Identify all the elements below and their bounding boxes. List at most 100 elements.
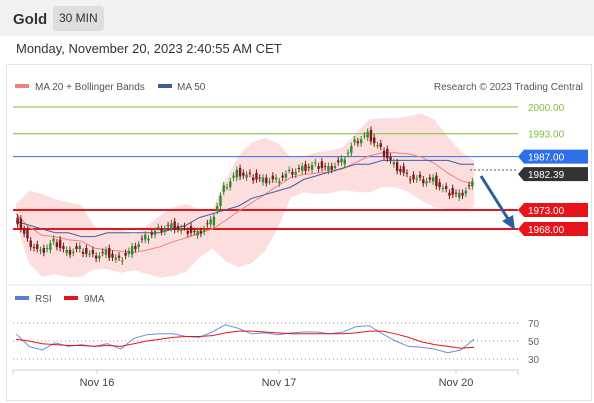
- candle-body: [323, 166, 327, 168]
- candle-body: [444, 186, 448, 189]
- candle-body: [140, 238, 144, 240]
- x-axis-labels: Nov 16 Nov 17 Nov 20: [80, 370, 474, 389]
- candle-body: [271, 175, 275, 180]
- candle-body: [170, 223, 173, 229]
- candle-body: [454, 192, 458, 194]
- candle-body: [117, 255, 121, 258]
- candle-body: [32, 247, 36, 249]
- candle-body: [438, 182, 441, 188]
- level-label-0: 2000.00: [528, 103, 565, 114]
- rsi-line: [15, 324, 475, 354]
- candle-body: [251, 177, 255, 181]
- candle-body: [402, 166, 405, 173]
- candle-body: [144, 234, 147, 240]
- candle-body: [199, 230, 203, 234]
- timeframe-badge[interactable]: 30 MIN: [53, 6, 104, 31]
- candle-body: [196, 230, 199, 236]
- candle-body: [366, 131, 369, 138]
- level-badge-3: [518, 167, 588, 182]
- candle-body: [461, 192, 464, 196]
- candle-body: [284, 173, 288, 178]
- candle-body: [435, 175, 438, 187]
- candle-body: [121, 260, 124, 262]
- candle-body: [212, 216, 216, 226]
- candle-body: [395, 162, 399, 171]
- candle-body: [258, 177, 261, 179]
- candle-body: [317, 166, 320, 169]
- price-labels: 2000.00 1993.00 1987.00 1982.39 1973.00 1968.…: [518, 103, 588, 236]
- candle-body: [467, 185, 471, 187]
- rsi-legend-swatch: [15, 296, 29, 300]
- candle-body: [157, 227, 160, 229]
- x-label-2: Nov 20: [439, 377, 474, 389]
- candle-body: [19, 218, 23, 229]
- rsi-legend-label: RSI: [35, 294, 52, 305]
- candle-body: [65, 249, 68, 253]
- candle-body: [431, 177, 435, 182]
- candle-body: [209, 219, 212, 225]
- candle-body: [392, 162, 396, 165]
- candle-body: [150, 232, 153, 235]
- candle-body: [81, 251, 85, 254]
- candle-body: [124, 252, 127, 256]
- candle-body: [176, 226, 180, 229]
- rsi-grid: 70 50 30: [13, 319, 540, 366]
- x-label-0: Nov 16: [80, 377, 115, 389]
- candle-body: [130, 246, 134, 255]
- candle-body: [314, 162, 317, 164]
- x-label-1: Nov 17: [262, 377, 297, 389]
- candle-body: [222, 185, 225, 192]
- rsi-ma-line: [15, 330, 475, 349]
- candle-body: [180, 228, 183, 231]
- candle-body: [62, 246, 65, 250]
- candle-body: [137, 244, 140, 248]
- candle-body: [160, 229, 163, 232]
- instrument-title: Gold: [13, 11, 48, 28]
- candle-body: [225, 187, 229, 189]
- candle-body: [281, 175, 284, 178]
- candle-body: [346, 152, 350, 154]
- candle-body: [350, 146, 353, 153]
- candle-body: [307, 167, 310, 169]
- candle-body: [215, 206, 219, 211]
- candle-body: [409, 179, 412, 181]
- candle-body: [91, 249, 95, 254]
- candle-body: [16, 217, 19, 225]
- candle-body: [219, 195, 222, 207]
- level-label-1: 1993.00: [528, 130, 565, 141]
- rsi-level-label-30: 30: [528, 355, 540, 366]
- candle-body: [68, 249, 72, 255]
- candle-body: [94, 255, 98, 259]
- candle-body: [242, 172, 245, 176]
- candle-body: [186, 230, 189, 234]
- candle-body: [418, 174, 422, 178]
- candle-body: [202, 229, 206, 232]
- candle-body: [464, 190, 468, 194]
- candle-body: [193, 230, 196, 232]
- candle-body: [52, 238, 55, 242]
- candle-body: [26, 229, 29, 239]
- candle-body: [451, 188, 454, 195]
- candle-body: [330, 166, 333, 170]
- candle-body: [42, 248, 46, 253]
- candle-body: [261, 177, 265, 183]
- candle-body: [320, 161, 324, 168]
- candle-body: [458, 192, 461, 198]
- level-badge-4: [518, 202, 588, 217]
- ma20-line: [15, 152, 475, 254]
- candle-body: [189, 226, 193, 233]
- candle-body: [147, 238, 150, 241]
- candle-body: [274, 177, 278, 180]
- candle-body: [340, 158, 343, 163]
- candle-body: [382, 150, 386, 157]
- candle-body: [353, 139, 356, 143]
- forecast-arrow: [479, 175, 515, 230]
- candle-body: [108, 248, 111, 258]
- candle-body: [278, 181, 281, 184]
- candle-body: [101, 251, 104, 253]
- candle-body: [88, 253, 91, 255]
- candle-body: [72, 251, 75, 253]
- candle-body: [268, 181, 271, 183]
- rsi-ma-legend-label: 9MA: [84, 294, 105, 305]
